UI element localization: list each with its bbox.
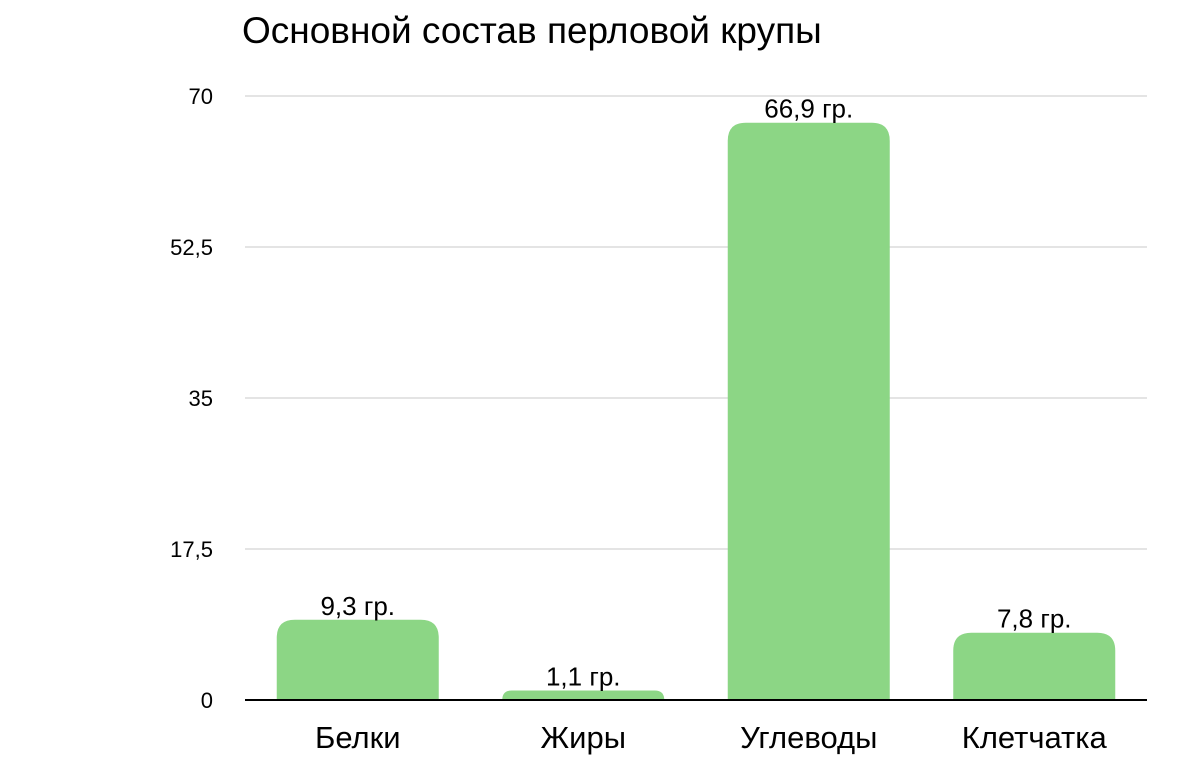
data-label: 66,9 гр.	[764, 94, 853, 124]
bar-1	[276, 619, 439, 700]
bar-4	[953, 632, 1116, 700]
bar-layer	[276, 122, 1116, 700]
y-tick-label: 35	[189, 386, 213, 411]
data-label: 1,1 гр.	[546, 662, 621, 692]
chart-title: Основной состав перловой крупы	[242, 10, 822, 51]
data-label: 9,3 гр.	[320, 591, 395, 621]
x-category-label: Углеводы	[740, 720, 877, 755]
x-category-label: Жиры	[541, 720, 626, 755]
y-tick-label: 0	[201, 688, 213, 713]
data-label: 7,8 гр.	[997, 604, 1072, 634]
y-tick-label: 17,5	[170, 537, 213, 562]
x-category-label: Клетчатка	[962, 720, 1108, 755]
x-category-label: Белки	[315, 720, 401, 755]
bar-3	[727, 122, 890, 700]
grid-layer	[245, 95, 1147, 550]
y-tick-label: 70	[189, 84, 213, 109]
label-layer: 0 17,5 35 52,5 70 9,3 гр. Белки 1,1 гр. Жиры 66,9…	[170, 84, 1107, 755]
bar-2	[502, 690, 665, 700]
y-tick-label: 52,5	[170, 235, 213, 260]
